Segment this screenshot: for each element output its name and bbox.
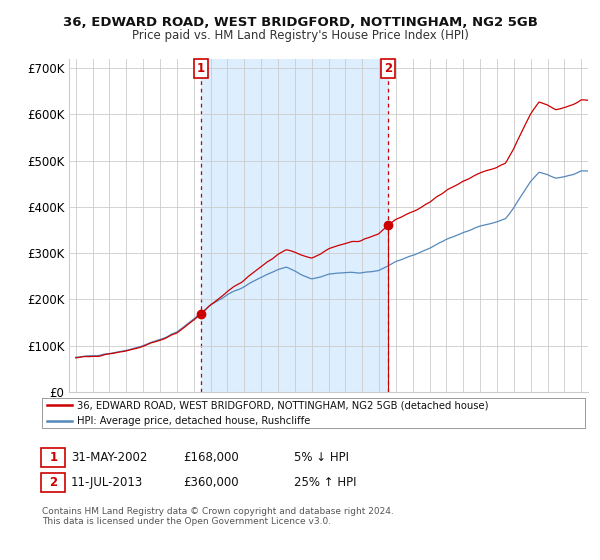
Bar [201,59,388,392]
Text: 2: 2 [49,476,58,489]
Text: 31-MAY-2002: 31-MAY-2002 [71,451,147,464]
Text: HPI: Average price, detached house, Rushcliffe: HPI: Average price, detached house, Rush… [77,416,311,426]
Text: Contains HM Land Registry data © Crown copyright and database right 2024.
This d: Contains HM Land Registry data © Crown c… [42,507,394,526]
Text: 25% ↑ HPI: 25% ↑ HPI [294,476,356,489]
Text: £168,000: £168,000 [183,451,239,464]
Text: 36, EDWARD ROAD, WEST BRIDGFORD, NOTTINGHAM, NG2 5GB (detached house): 36, EDWARD ROAD, WEST BRIDGFORD, NOTTING… [77,400,489,410]
Text: £360,000: £360,000 [183,476,239,489]
Text: 1: 1 [49,451,58,464]
Text: 2: 2 [384,62,392,74]
Text: 1: 1 [197,62,205,74]
Text: Price paid vs. HM Land Registry's House Price Index (HPI): Price paid vs. HM Land Registry's House … [131,29,469,42]
Text: 36, EDWARD ROAD, WEST BRIDGFORD, NOTTINGHAM, NG2 5GB: 36, EDWARD ROAD, WEST BRIDGFORD, NOTTING… [62,16,538,29]
Text: 11-JUL-2013: 11-JUL-2013 [71,476,143,489]
Text: 5% ↓ HPI: 5% ↓ HPI [294,451,349,464]
